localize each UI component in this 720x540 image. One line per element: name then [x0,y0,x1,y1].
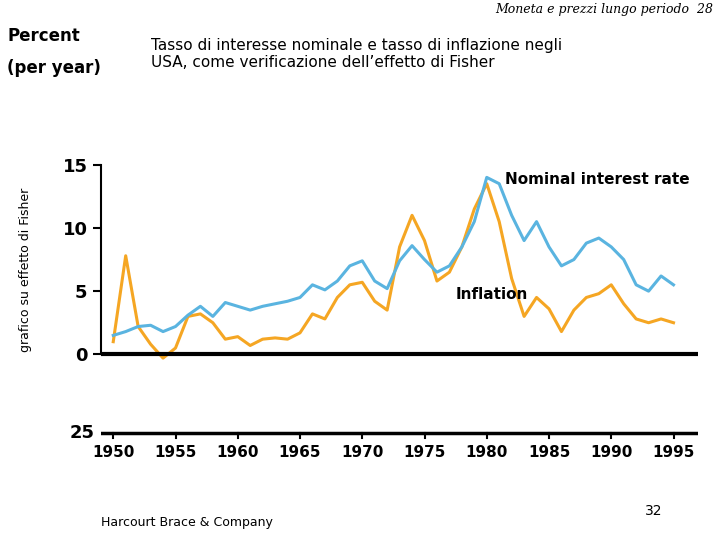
Text: Percent: Percent [7,27,80,45]
Text: Tasso di interesse nominale e tasso di inflazione negli
USA, come verificazione : Tasso di interesse nominale e tasso di i… [151,38,562,70]
Text: 1955: 1955 [154,446,197,460]
Text: Moneta e prezzi lungo periodo  28: Moneta e prezzi lungo periodo 28 [495,3,713,16]
Text: 1975: 1975 [403,446,446,460]
Text: grafico su effetto di Fisher: grafico su effetto di Fisher [19,188,32,352]
Text: Inflation: Inflation [456,287,528,302]
Text: 1950: 1950 [92,446,135,460]
Text: 1995: 1995 [652,446,695,460]
Text: 1965: 1965 [279,446,321,460]
Text: 1960: 1960 [217,446,259,460]
Text: 32: 32 [645,504,662,518]
Text: Harcourt Brace & Company: Harcourt Brace & Company [101,516,273,529]
Text: Nominal interest rate: Nominal interest rate [505,172,690,187]
Text: 1990: 1990 [590,446,632,460]
Text: 1980: 1980 [466,446,508,460]
Text: 25: 25 [70,424,94,442]
Text: 1985: 1985 [528,446,570,460]
Text: (per year): (per year) [7,59,101,77]
Text: 1970: 1970 [341,446,384,460]
